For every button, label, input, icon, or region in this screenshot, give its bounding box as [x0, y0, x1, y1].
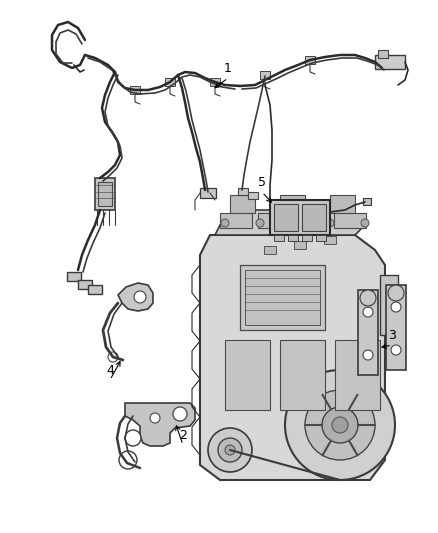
Bar — [200, 188, 216, 198]
Bar — [78, 280, 92, 289]
Bar — [316, 235, 326, 241]
Polygon shape — [125, 403, 195, 446]
Text: 5: 5 — [258, 176, 266, 189]
Circle shape — [361, 219, 369, 227]
Bar — [274, 204, 298, 231]
Bar — [165, 78, 175, 86]
Bar — [225, 340, 270, 410]
Bar — [296, 213, 328, 228]
Text: 2: 2 — [179, 429, 187, 442]
Circle shape — [291, 219, 299, 227]
Bar — [358, 290, 378, 375]
Bar — [280, 195, 305, 213]
Circle shape — [332, 417, 348, 433]
Text: 3: 3 — [388, 329, 396, 342]
Polygon shape — [215, 210, 365, 235]
Bar — [88, 285, 102, 294]
Bar — [363, 198, 371, 205]
Bar — [240, 265, 325, 330]
Bar — [330, 195, 355, 213]
Bar — [335, 340, 380, 410]
Bar — [220, 213, 252, 228]
Bar — [98, 182, 112, 206]
Bar — [67, 272, 81, 281]
Bar — [288, 235, 298, 241]
Circle shape — [225, 445, 235, 455]
Circle shape — [125, 430, 141, 446]
Circle shape — [363, 307, 373, 317]
Bar — [324, 236, 336, 244]
Bar — [378, 50, 388, 58]
Circle shape — [391, 302, 401, 312]
Circle shape — [388, 285, 404, 301]
Circle shape — [221, 219, 229, 227]
Bar — [258, 213, 290, 228]
Bar — [375, 55, 405, 69]
Bar — [280, 340, 325, 410]
Bar — [274, 235, 284, 241]
Circle shape — [108, 352, 118, 362]
Circle shape — [150, 413, 160, 423]
Bar — [238, 188, 248, 195]
Bar — [95, 178, 115, 210]
Circle shape — [218, 438, 242, 462]
Bar — [302, 235, 312, 241]
Text: 1: 1 — [224, 62, 232, 75]
Text: 4: 4 — [106, 364, 114, 377]
Polygon shape — [200, 235, 385, 480]
Bar — [245, 270, 320, 325]
Circle shape — [363, 350, 373, 360]
Bar — [334, 213, 366, 228]
Bar — [270, 200, 330, 235]
Circle shape — [208, 428, 252, 472]
Circle shape — [305, 390, 375, 460]
Circle shape — [173, 407, 187, 421]
Bar — [294, 241, 306, 249]
Circle shape — [134, 291, 146, 303]
Bar — [305, 56, 315, 64]
Circle shape — [391, 345, 401, 355]
Bar — [380, 275, 398, 335]
Bar — [248, 192, 258, 199]
Bar — [210, 78, 220, 86]
Circle shape — [285, 370, 395, 480]
Bar — [130, 86, 140, 94]
Bar — [264, 246, 276, 254]
Bar — [230, 195, 255, 213]
Bar — [302, 204, 326, 231]
Circle shape — [360, 290, 376, 306]
Circle shape — [322, 407, 358, 443]
Bar — [386, 285, 406, 370]
Polygon shape — [118, 283, 153, 311]
Circle shape — [326, 219, 334, 227]
Circle shape — [119, 451, 137, 469]
Bar — [260, 71, 270, 79]
Circle shape — [256, 219, 264, 227]
